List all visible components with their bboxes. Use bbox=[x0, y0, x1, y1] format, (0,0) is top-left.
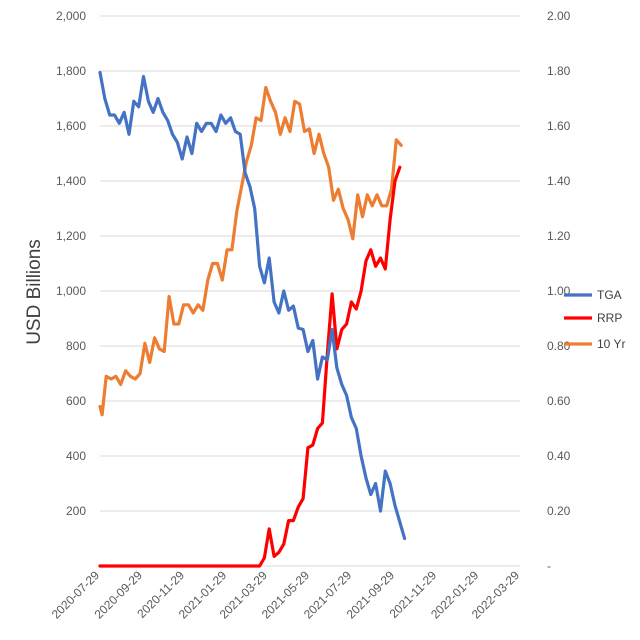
series-line-tga bbox=[98, 70, 407, 541]
gridlines bbox=[100, 15, 520, 567]
y2-tick-label: 1.20 bbox=[547, 229, 571, 243]
y2-tick-label: 0.80 bbox=[547, 339, 571, 353]
y2-tick-label: 1.40 bbox=[547, 174, 571, 188]
y2-tick-label: 0.20 bbox=[547, 504, 571, 518]
y2-tick-label: 0.40 bbox=[547, 449, 571, 463]
y-tick-label: 200 bbox=[66, 504, 86, 518]
y2-tick-label: - bbox=[547, 559, 551, 573]
right-axis-ticks: -0.200.400.600.801.001.201.401.601.802.0… bbox=[547, 9, 571, 573]
y2-tick-label: 1.80 bbox=[547, 64, 571, 78]
y-tick-label: 1,200 bbox=[56, 229, 86, 243]
y-tick-label: 2,000 bbox=[56, 9, 86, 23]
legend: TGA RRP 10 Yr bbox=[564, 288, 625, 351]
series-line-10-yr bbox=[98, 85, 403, 417]
series-lines bbox=[98, 70, 407, 568]
y-tick-label: 1,600 bbox=[56, 119, 86, 133]
y-tick-label: 800 bbox=[66, 339, 86, 353]
y-tick-label: 1,400 bbox=[56, 174, 86, 188]
y-axis-label: USD Billions bbox=[24, 239, 45, 345]
y-tick-label: 400 bbox=[66, 449, 86, 463]
y-tick-label: 1,000 bbox=[56, 284, 86, 298]
legend-label-10-yr: 10 Yr bbox=[597, 337, 625, 351]
series-line-rrp bbox=[98, 165, 402, 568]
legend-label-rrp: RRP bbox=[597, 311, 622, 325]
y2-tick-label: 1.60 bbox=[547, 119, 571, 133]
legend-label-tga: TGA bbox=[597, 288, 622, 302]
y2-tick-label: 0.60 bbox=[547, 394, 571, 408]
y-tick-label: 1,800 bbox=[56, 64, 86, 78]
x-axis-ticks: 2020-07-292020-09-292020-11-292021-01-29… bbox=[49, 568, 523, 622]
left-axis-ticks: 200 400 600 800 1,000 1,200 1,400 1,600 1,800 2,0… bbox=[56, 9, 86, 518]
y2-tick-label: 2.00 bbox=[547, 9, 571, 23]
y-tick-label: 600 bbox=[66, 394, 86, 408]
